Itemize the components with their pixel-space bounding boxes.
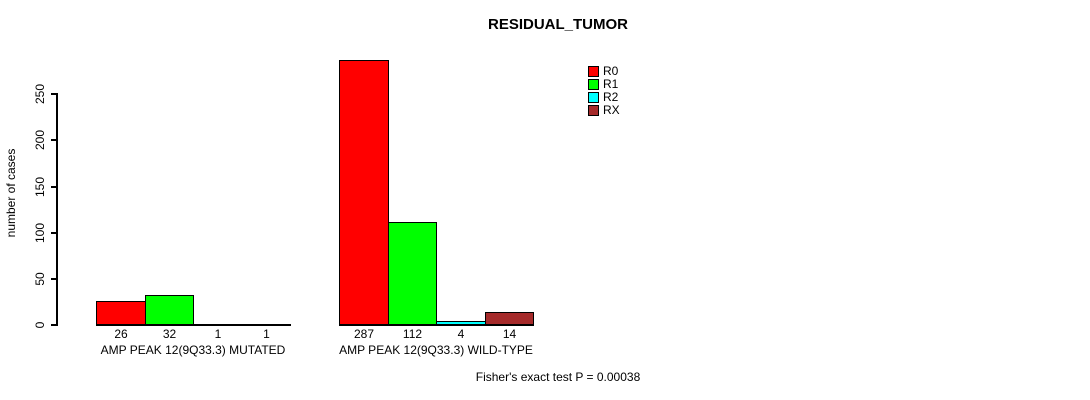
- bar-value-label: 32: [162, 327, 177, 341]
- y-axis-tick: [51, 324, 58, 326]
- y-axis-tick: [51, 232, 58, 234]
- legend: R0 R1 R2 RX: [588, 64, 620, 118]
- bar-value-label: 26: [114, 327, 128, 341]
- bar-value-label: 1: [263, 327, 270, 341]
- bar-value-label: 14: [502, 327, 517, 341]
- y-axis-tick-label: 0: [33, 321, 47, 329]
- legend-swatch-r2: [588, 92, 599, 103]
- x-axis-group-label: AMP PEAK 12(9Q33.3) MUTATED: [100, 343, 286, 357]
- bar-value-label: 1: [214, 327, 222, 341]
- y-axis-tick-label: 200: [33, 129, 47, 151]
- bar-r1-group-2: [388, 222, 437, 325]
- bar-value-label: 4: [457, 327, 465, 341]
- legend-swatch-r1: [588, 79, 599, 90]
- y-axis-line: [56, 93, 58, 326]
- legend-label: R1: [603, 77, 619, 91]
- x-axis-group-label: AMP PEAK 12(9Q33.3) WILD-TYPE: [339, 343, 533, 357]
- legend-item: R1: [588, 77, 620, 91]
- legend-label: R2: [603, 90, 619, 104]
- y-axis-tick-label: 50: [33, 272, 47, 286]
- legend-item: R0: [588, 64, 620, 78]
- y-axis-tick: [51, 278, 58, 280]
- y-axis-tick-label: 150: [33, 176, 47, 198]
- bar-r0-group-1: [96, 301, 146, 325]
- y-axis-label: number of cases: [4, 148, 18, 238]
- bar-value-label: 112: [402, 327, 423, 341]
- x-axis-segment: [96, 324, 291, 326]
- bar-r0-group-2: [339, 60, 389, 325]
- bar-r1-group-1: [145, 295, 194, 325]
- y-axis-tick-label: 250: [33, 83, 47, 105]
- legend-item: R2: [588, 90, 620, 104]
- y-axis-tick: [51, 93, 58, 95]
- bar-value-label: 287: [353, 327, 375, 341]
- legend-swatch-r0: [588, 66, 599, 77]
- x-axis-segment: [339, 324, 534, 326]
- legend-label: RX: [603, 103, 620, 117]
- legend-item: RX: [588, 103, 620, 117]
- legend-label: R0: [603, 64, 619, 78]
- y-axis-tick: [51, 186, 58, 188]
- y-axis-tick-label: 100: [33, 222, 47, 244]
- legend-swatch-rx: [588, 105, 599, 116]
- annotation-text: Fisher's exact test P = 0.00038: [475, 370, 641, 384]
- chart-title: RESIDUAL_TUMOR: [487, 16, 628, 33]
- y-axis-tick: [51, 139, 58, 141]
